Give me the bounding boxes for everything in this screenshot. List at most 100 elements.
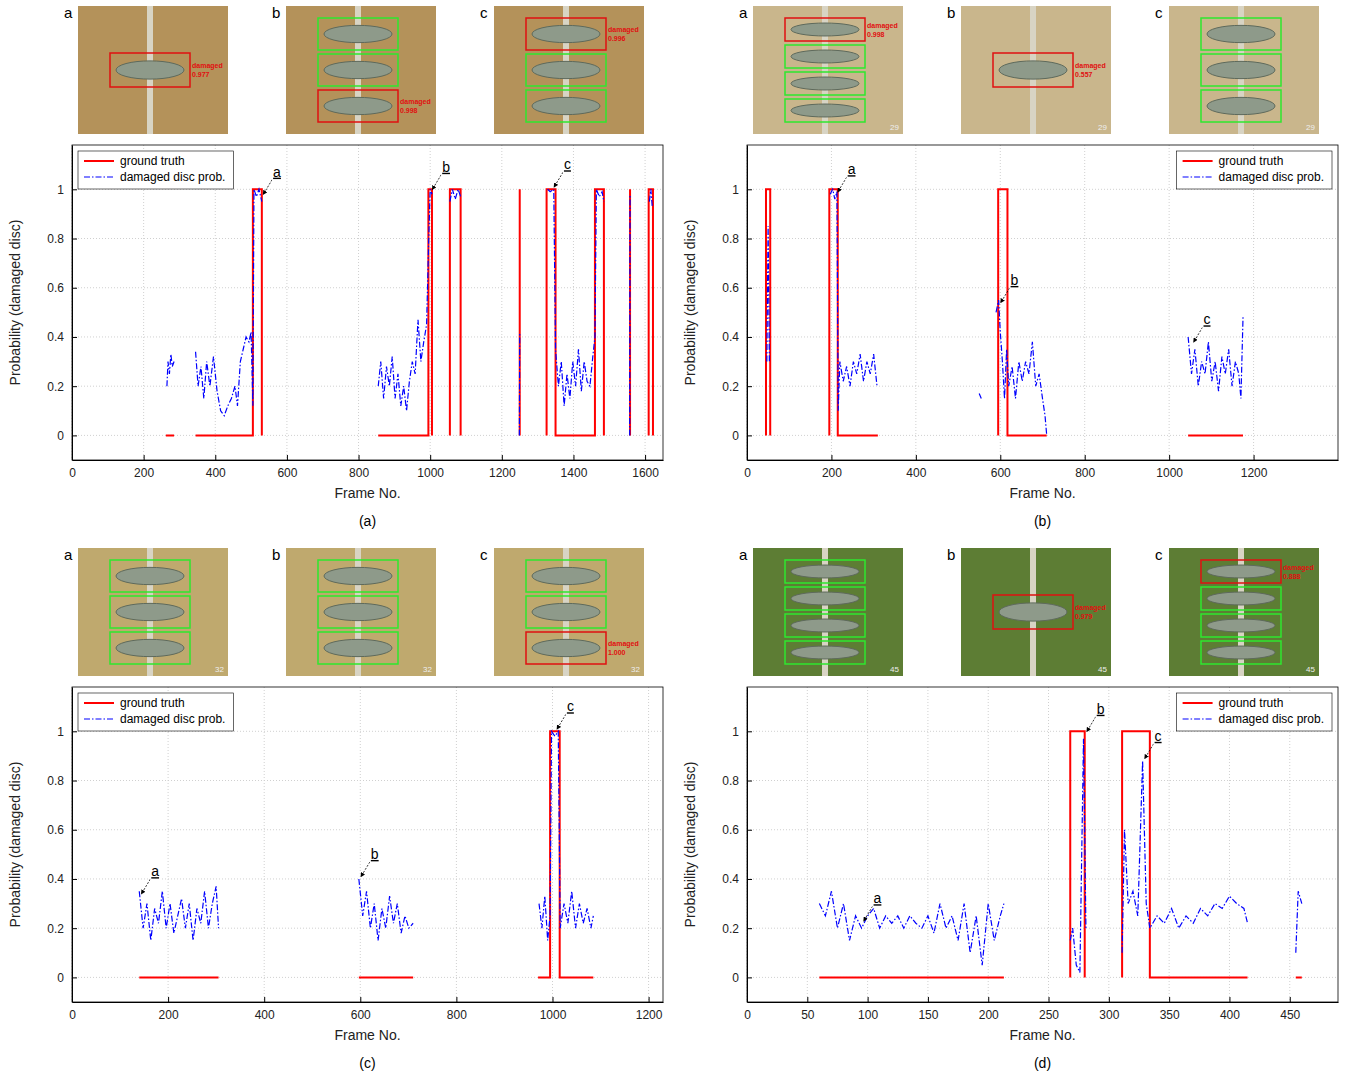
x-tick-label: 400 <box>206 466 226 480</box>
normal-box <box>318 632 398 664</box>
x-tick-label: 250 <box>1039 1008 1059 1022</box>
y-tick-label: 0 <box>732 971 739 985</box>
y-axis: 00.20.40.60.81 <box>47 146 77 461</box>
x-tick-mark <box>1290 997 1291 1002</box>
x-tick-mark <box>215 455 216 460</box>
x-tick: 350 <box>1160 997 1180 1022</box>
y-tick: 0 <box>57 429 77 443</box>
legend-swatch <box>1183 702 1213 704</box>
y-tick-label: 0 <box>57 429 64 443</box>
insulator-disc <box>1207 565 1275 578</box>
x-tick-label: 800 <box>447 1008 467 1022</box>
inset-photo <box>78 548 228 676</box>
insulator-disc <box>999 603 1067 621</box>
x-tick-mark <box>645 455 646 460</box>
x-tick-mark <box>868 997 869 1002</box>
inset: cdamaged0.88845 <box>1155 546 1319 676</box>
legend-box <box>78 151 233 189</box>
y-tick-label: 0.8 <box>722 232 739 246</box>
legend-swatch <box>1183 718 1213 719</box>
inset-photo <box>494 548 644 676</box>
x-grid-line <box>264 687 265 1002</box>
annotation-arrow <box>838 177 847 192</box>
x-tick: 50 <box>801 997 815 1022</box>
x-grid-line <box>1289 687 1290 1002</box>
inset: a32 <box>64 546 228 676</box>
x-grid-line <box>1048 687 1049 1002</box>
detection-label: damaged <box>1075 604 1106 612</box>
x-axis: 020040060080010001200 <box>744 455 1338 480</box>
inset: c29 <box>1155 4 1319 134</box>
annotation-label: a <box>151 863 159 879</box>
legend-swatch <box>84 702 114 704</box>
x-tick: 1000 <box>540 997 567 1022</box>
x-tick-mark <box>831 455 832 460</box>
insulator-disc <box>791 77 859 90</box>
annotation-arrow <box>864 906 873 921</box>
x-grid-line <box>915 145 916 460</box>
x-tick: 400 <box>255 997 275 1022</box>
insulator-disc <box>791 565 859 578</box>
y-tick-label: 0.4 <box>722 330 739 344</box>
annotation: c <box>554 156 572 187</box>
plot-background <box>747 145 1338 460</box>
legend-label: ground truth <box>1219 154 1284 168</box>
y-tick-label: 0.4 <box>47 330 64 344</box>
x-tick: 200 <box>822 455 842 480</box>
y-tick: 0.6 <box>722 823 752 837</box>
inset-letter: c <box>480 4 488 21</box>
legend-label: ground truth <box>120 154 185 168</box>
x-tick-label: 1600 <box>632 466 659 480</box>
x-grid-line <box>456 687 457 1002</box>
x-grid-line <box>358 145 359 460</box>
y-tick-mark <box>72 977 77 978</box>
x-grid-line <box>168 687 169 1002</box>
detection-label: damaged <box>608 26 639 34</box>
annotation: a <box>141 863 160 894</box>
inset-letter: b <box>947 4 955 21</box>
y-tick: 0.8 <box>47 232 77 246</box>
x-tick-label: 200 <box>979 1008 999 1022</box>
x-tick: 400 <box>1220 997 1240 1022</box>
x-tick-label: 100 <box>858 1008 878 1022</box>
x-tick-mark <box>928 997 929 1002</box>
x-axis: 050100150200250300350400450 <box>744 997 1338 1022</box>
annotation-patch <box>150 863 160 881</box>
insulator-disc <box>1207 61 1275 78</box>
y-tick-mark <box>72 435 77 436</box>
series-line <box>139 731 593 977</box>
plot-frame <box>72 687 663 1002</box>
damaged-box <box>785 18 865 41</box>
inset: b32 <box>272 546 436 676</box>
y-tick-label: 0.6 <box>47 823 64 837</box>
y-tick-mark <box>747 435 752 436</box>
y-tick: 1 <box>57 725 77 739</box>
x-grid-line <box>1253 145 1254 460</box>
annotation: b <box>361 846 380 877</box>
frame-label: 29 <box>1098 123 1107 132</box>
y-grid-line <box>72 878 663 879</box>
x-grid-line <box>1169 687 1170 1002</box>
x-tick-mark <box>168 997 169 1002</box>
normal-box <box>1201 18 1281 50</box>
grid <box>747 687 1338 1002</box>
detection-label: damaged <box>867 22 898 30</box>
series-line <box>139 731 593 940</box>
plot-frame <box>72 145 663 460</box>
x-tick: 150 <box>918 997 938 1022</box>
y-tick: 0.8 <box>47 774 77 788</box>
x-tick-mark <box>287 455 288 460</box>
normal-box <box>318 54 398 86</box>
x-tick-mark <box>430 455 431 460</box>
insulator-disc <box>116 567 184 584</box>
insulator-disc <box>791 23 859 36</box>
annotation-arrow <box>432 175 441 190</box>
y-tick: 0.8 <box>722 774 752 788</box>
y-tick-mark <box>72 781 77 782</box>
insulator-disc <box>1207 25 1275 42</box>
annotation-label: b <box>442 159 450 175</box>
y-axis-line <box>72 688 73 1003</box>
y-tick-mark <box>72 288 77 289</box>
annotation: b <box>1001 272 1020 303</box>
y-axis: 00.20.40.60.81 <box>47 688 77 1003</box>
